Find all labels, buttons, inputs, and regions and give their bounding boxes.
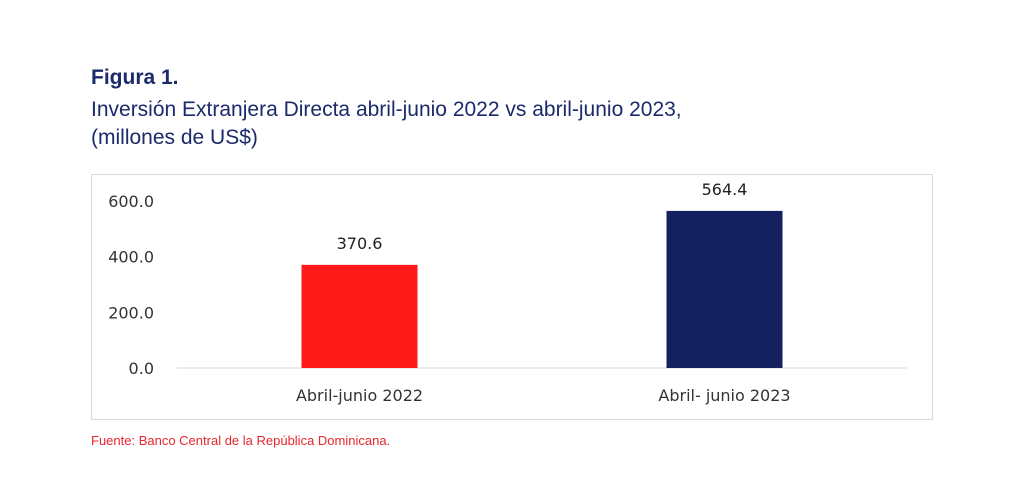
chart-frame: 0.0 200.0 400.0 600.0 370.6 Abril-junio 2022 5… (91, 174, 933, 420)
data-label: 370.6 (337, 234, 383, 253)
x-category-label: Abril- junio 2023 (658, 386, 790, 405)
bar-chart: 0.0 200.0 400.0 600.0 370.6 Abril-junio 2022 5… (108, 180, 907, 405)
y-tick-label: 600.0 (108, 192, 154, 211)
y-tick-label: 400.0 (108, 248, 154, 267)
x-category-label: Abril-junio 2022 (296, 386, 423, 405)
figure-title-line-1: Inversión Extranjera Directa abril-junio… (91, 98, 682, 121)
y-tick-label: 0.0 (129, 359, 154, 378)
source-note: Fuente: Banco Central de la República Do… (91, 433, 391, 448)
y-tick-label: 200.0 (108, 303, 154, 322)
figure-label: Figura 1. (91, 66, 179, 89)
bar-2 (666, 210, 783, 368)
bar-1 (301, 264, 418, 368)
figure-title-line-2: (millones de US$) (91, 126, 258, 149)
data-label: 564.4 (702, 180, 748, 199)
figure-title: Inversión Extranjera Directa abril-junio… (91, 96, 811, 152)
